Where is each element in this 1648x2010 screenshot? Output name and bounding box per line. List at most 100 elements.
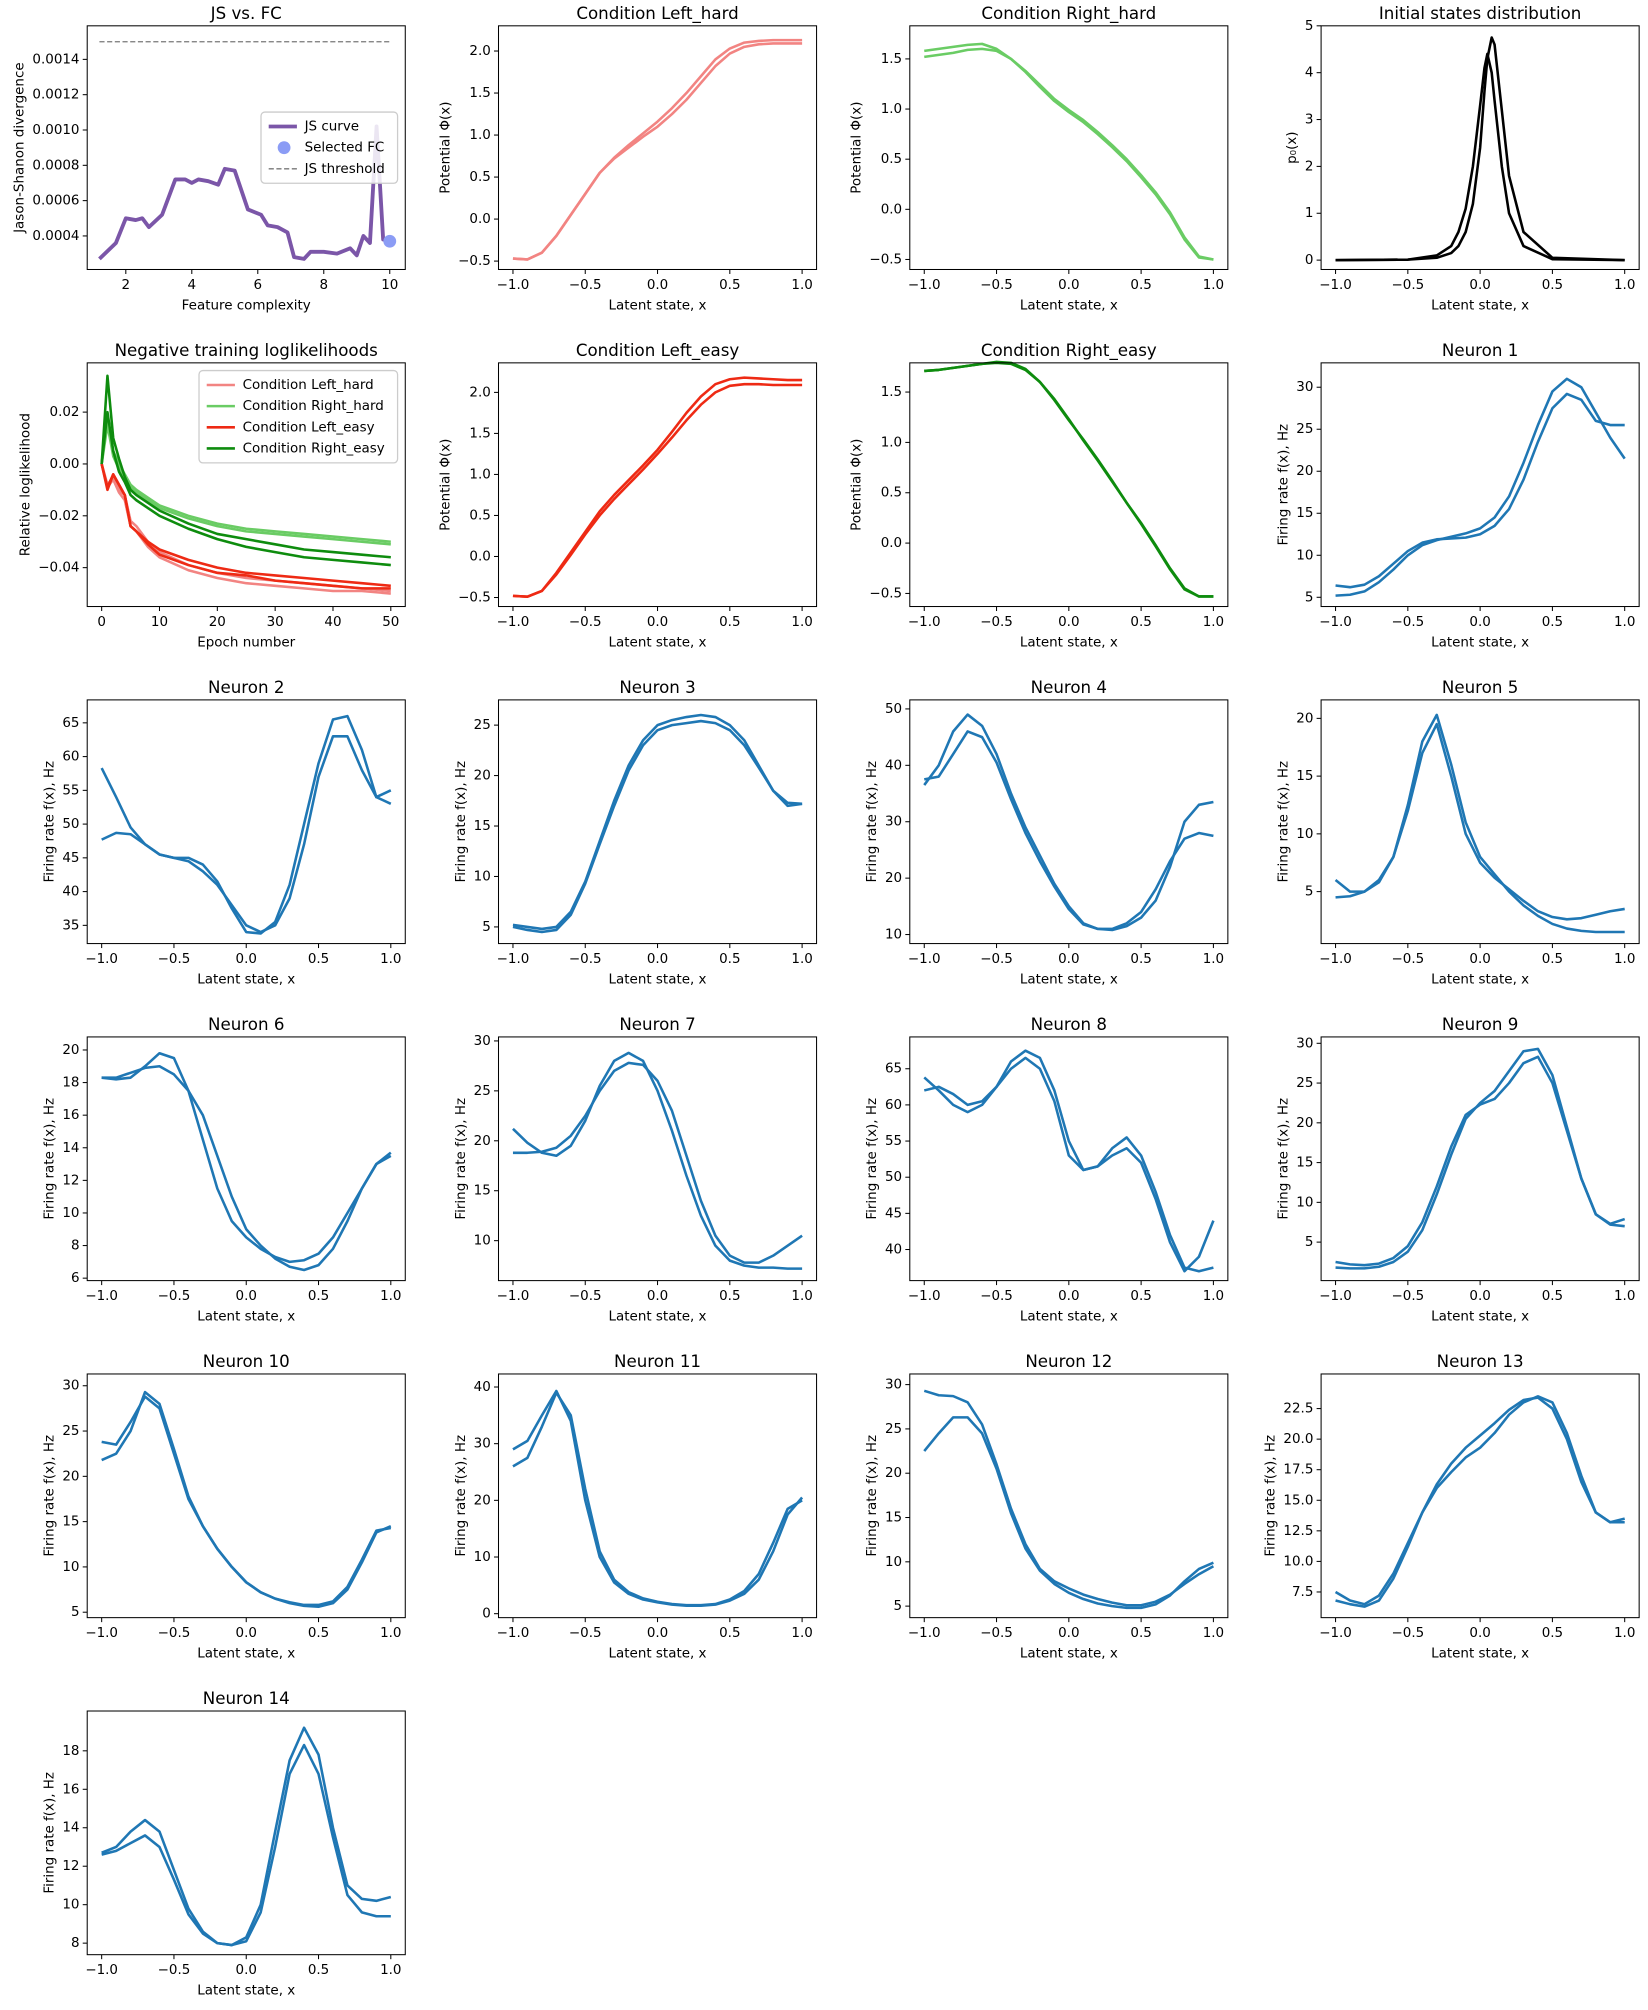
series-line bbox=[1335, 377, 1626, 597]
subplot: Neuron 4 −1.0 −0.5 0.0 0.5 1.0 10 20 30 40 50 Laten… bbox=[865, 678, 1229, 987]
y-tick-label: 10 bbox=[474, 1234, 491, 1249]
subplot-title: Neuron 6 bbox=[208, 1015, 284, 1034]
legend-label: Condition Right_easy bbox=[243, 441, 385, 456]
y-axis-label: Firing rate f(x), Hz bbox=[1276, 761, 1291, 883]
subplot: Condition Right_hard −1.0 −0.5 0.0 0.5 1.0 −0.… bbox=[850, 4, 1229, 313]
x-tick-label: 0.0 bbox=[647, 278, 668, 293]
x-tick-label: 0.0 bbox=[1469, 1289, 1490, 1304]
y-tick-label: 10 bbox=[62, 1560, 79, 1575]
y-axis-label: Firing rate f(x), Hz bbox=[865, 1098, 880, 1220]
subplot-title: Neuron 13 bbox=[1437, 1352, 1524, 1371]
subplot: Initial states distribution −1.0 −0.5 0.0 0.… bbox=[1285, 4, 1640, 313]
subplot: Neuron 12 −1.0 −0.5 0.0 0.5 1.0 5 10 15 20 25 30 Lat… bbox=[865, 1352, 1229, 1662]
y-tick-label: 10 bbox=[1296, 827, 1313, 842]
x-axis-label: Latent state, x bbox=[1020, 298, 1118, 313]
x-tick-label: −1.0 bbox=[497, 1289, 530, 1304]
x-tick-label: 0.0 bbox=[1058, 615, 1079, 630]
x-tick-label: −1.0 bbox=[1319, 615, 1352, 630]
x-tick-label: −1.0 bbox=[85, 952, 118, 967]
x-tick-label: 0.0 bbox=[647, 615, 668, 630]
axes-frame bbox=[86, 699, 406, 945]
y-tick-label: 30 bbox=[474, 1034, 491, 1049]
x-tick-label: −1.0 bbox=[497, 1626, 530, 1641]
subplot-title: Neuron 2 bbox=[208, 678, 284, 697]
y-tick-label: 25 bbox=[1296, 422, 1313, 437]
series-line bbox=[923, 713, 1214, 932]
x-tick-label: 1.0 bbox=[1203, 952, 1224, 967]
x-tick-label: −1.0 bbox=[1319, 278, 1352, 293]
y-tick-label: −0.5 bbox=[458, 254, 491, 269]
subplot: Neuron 6 −1.0 −0.5 0.0 0.5 1.0 6 8 10 12 14 16 18 20 L… bbox=[43, 1015, 406, 1325]
x-tick-label: 0.0 bbox=[236, 1963, 257, 1978]
x-tick-label: −0.5 bbox=[1392, 952, 1425, 967]
y-tick-label: 0.0 bbox=[469, 212, 490, 227]
legend-box bbox=[260, 111, 399, 184]
x-tick-label: 2 bbox=[122, 278, 131, 293]
axes-frame bbox=[86, 1710, 406, 1956]
axes-frame bbox=[909, 699, 1229, 945]
y-tick-label: 10 bbox=[474, 869, 491, 884]
subplot: Neuron 7 −1.0 −0.5 0.0 0.5 1.0 10 15 20 25 30 Laten… bbox=[454, 1015, 818, 1325]
x-tick-label: −1.0 bbox=[908, 615, 941, 630]
y-tick-label: 45 bbox=[62, 851, 79, 866]
x-tick-label: 0.5 bbox=[308, 1289, 329, 1304]
y-tick-label: 20 bbox=[62, 1469, 79, 1484]
y-tick-label: 7.5 bbox=[1292, 1585, 1313, 1600]
series-line bbox=[100, 463, 391, 595]
y-axis-label: Firing rate f(x), Hz bbox=[1264, 1435, 1279, 1557]
axes-frame bbox=[1320, 1036, 1640, 1282]
y-tick-label: 1.5 bbox=[881, 385, 902, 400]
y-tick-label: 20 bbox=[474, 1493, 491, 1508]
series-line bbox=[512, 376, 803, 598]
x-axis-label: Latent state, x bbox=[1020, 1310, 1118, 1325]
axes-frame bbox=[86, 1036, 406, 1282]
x-tick-label: 1.0 bbox=[791, 1289, 812, 1304]
x-tick-label: 0.5 bbox=[719, 1289, 740, 1304]
x-axis-label: Latent state, x bbox=[1431, 298, 1529, 313]
x-tick-label: −0.5 bbox=[980, 952, 1013, 967]
x-tick-label: −0.5 bbox=[1392, 615, 1425, 630]
x-tick-label: −0.5 bbox=[980, 278, 1013, 293]
subplot: Negative training loglikelihoods 0 10 20 30 4… bbox=[18, 341, 406, 650]
x-tick-label: −0.5 bbox=[569, 278, 602, 293]
x-tick-label: 1.0 bbox=[380, 952, 401, 967]
x-tick-label: 4 bbox=[188, 278, 197, 293]
axes-frame bbox=[909, 25, 1229, 271]
y-tick-label: 25 bbox=[474, 718, 491, 733]
y-tick-label: −0.02 bbox=[38, 509, 79, 524]
subplot-title: Neuron 3 bbox=[619, 678, 695, 697]
y-tick-label: 0.00 bbox=[50, 457, 80, 472]
y-tick-label: −0.5 bbox=[869, 586, 902, 601]
x-tick-label: −0.5 bbox=[569, 615, 602, 630]
y-tick-label: 15.0 bbox=[1283, 1493, 1313, 1508]
x-tick-label: 0.0 bbox=[1469, 278, 1490, 293]
x-tick-label: −1.0 bbox=[85, 1963, 118, 1978]
x-axis-label: Latent state, x bbox=[609, 635, 707, 650]
y-tick-label: 6 bbox=[71, 1271, 80, 1286]
x-tick-label: 40 bbox=[324, 615, 341, 630]
y-tick-label: 40 bbox=[474, 1380, 491, 1395]
x-tick-label: −1.0 bbox=[908, 952, 941, 967]
y-tick-label: 55 bbox=[885, 1134, 902, 1149]
legend-label: JS threshold bbox=[304, 162, 385, 177]
axes-frame bbox=[497, 362, 818, 608]
y-tick-label: 2.0 bbox=[469, 385, 490, 400]
y-tick-label: 10.0 bbox=[1283, 1554, 1313, 1569]
x-tick-label: 0.5 bbox=[719, 278, 740, 293]
y-tick-label: 65 bbox=[62, 716, 79, 731]
y-tick-label: 20 bbox=[885, 871, 902, 886]
y-tick-label: 0.0 bbox=[881, 202, 902, 217]
x-tick-label: 0.0 bbox=[1058, 1626, 1079, 1641]
series-line bbox=[1335, 713, 1625, 934]
x-tick-label: −0.5 bbox=[1392, 278, 1425, 293]
series-line bbox=[1335, 1047, 1625, 1270]
y-tick-label: 30 bbox=[62, 1379, 79, 1394]
y-tick-label: 20 bbox=[1296, 711, 1313, 726]
x-tick-label: −0.5 bbox=[158, 1289, 191, 1304]
x-tick-label: −1.0 bbox=[908, 1626, 941, 1641]
axes-frame bbox=[909, 1373, 1229, 1619]
y-tick-label: −0.5 bbox=[458, 591, 491, 606]
x-tick-label: 1.0 bbox=[1203, 1289, 1224, 1304]
